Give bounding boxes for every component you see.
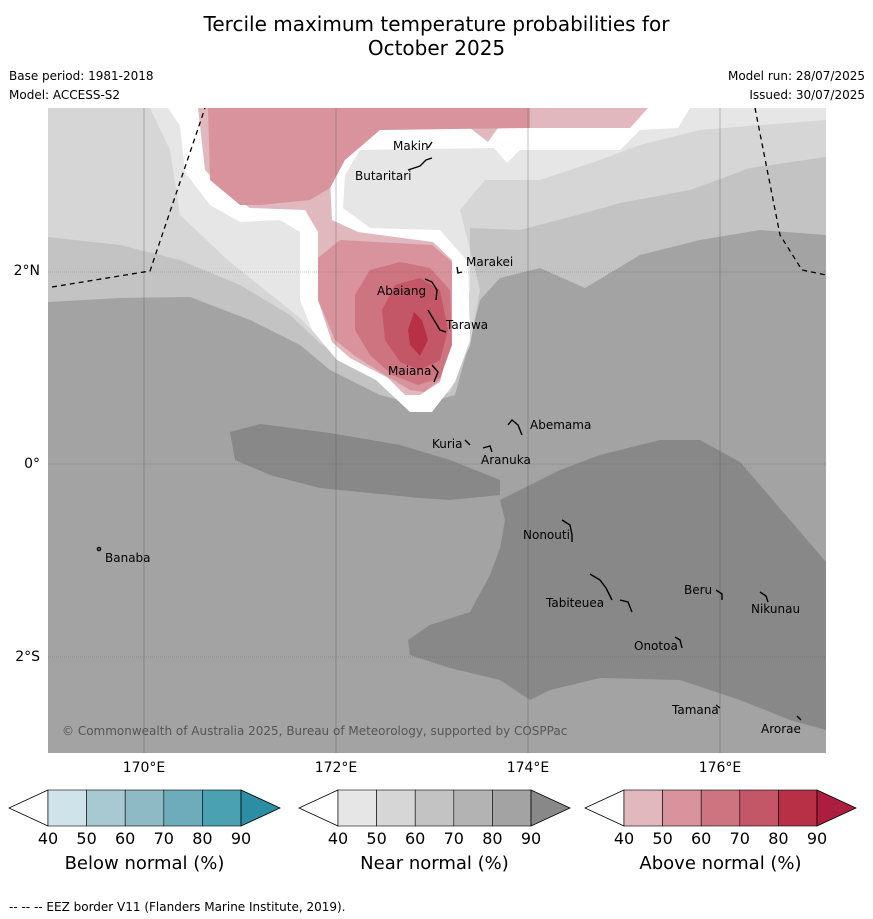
- lon-label-170e: 170°E: [122, 760, 166, 776]
- meta-left: Base period: 1981-2018 Model: ACCESS-S2: [9, 67, 154, 105]
- above-normal-colorbar-high-extend: [816, 789, 857, 827]
- above-normal-colorbar-tick: 40: [613, 829, 635, 848]
- lon-label-172e: 172°E: [314, 760, 358, 776]
- below-normal-colorbar-segment: [86, 789, 126, 827]
- island-label-nonouti: Nonouti: [523, 528, 570, 542]
- copyright-notice: © Commonwealth of Australia 2025, Bureau…: [62, 724, 568, 738]
- issued-date: Issued: 30/07/2025: [749, 88, 865, 102]
- near-normal-80-band-east: [408, 440, 826, 730]
- island-label-kuria: Kuria: [432, 437, 463, 451]
- map-area: [48, 108, 826, 753]
- eez-legend-footer: -- -- -- EEZ border V11 (Flanders Marine…: [9, 900, 346, 914]
- island-label-makin: Makin: [393, 139, 429, 153]
- below-normal-colorbar-segment: [163, 789, 203, 827]
- island-label-aranuka: Aranuka: [481, 453, 531, 467]
- above-normal-colorbar-tick: 90: [806, 829, 828, 848]
- eez-border: [51, 108, 826, 288]
- near-normal-colorbar-tick: 90: [520, 829, 542, 848]
- near-normal-colorbar-segment: [492, 789, 532, 827]
- below-normal-colorbar-segment: [47, 789, 87, 827]
- island-label-beru: Beru: [684, 583, 713, 597]
- below-normal-colorbar-segment: [202, 789, 242, 827]
- island-label-maiana: Maiana: [388, 364, 432, 378]
- above-normal-colorbar-tick: 60: [691, 829, 712, 848]
- near-normal-colorbar-tick: 60: [405, 829, 426, 848]
- above-normal-colorbar-tick: 70: [729, 829, 750, 848]
- grid-lines: [48, 108, 826, 753]
- near-normal-colorbar-segment: [453, 789, 493, 827]
- island-label-banaba: Banaba: [105, 551, 151, 565]
- near-normal-colorbar-tick: 80: [482, 829, 503, 848]
- island-label-tamana: Tamana: [672, 703, 719, 717]
- near-normal-colorbar-segment: [376, 789, 416, 827]
- island-label-tabiteuea: Tabiteuea: [546, 596, 605, 610]
- near-normal-colorbar-tick: 70: [443, 829, 464, 848]
- below-normal-colorbar-low-extend: [8, 789, 49, 827]
- above-normal-colorbar-low-extend: [584, 789, 625, 827]
- below-normal-colorbar-tick: 40: [37, 829, 59, 848]
- lat-label-0: 0°: [24, 456, 40, 472]
- title-line-1: Tercile maximum temperature probabilitie…: [203, 12, 670, 36]
- lon-label-176e: 176°E: [698, 760, 742, 776]
- model-name: Model: ACCESS-S2: [9, 88, 121, 102]
- near-normal-colorbar-title: Near normal (%): [360, 853, 509, 874]
- base-period: Base period: 1981-2018: [9, 69, 154, 83]
- colorbars: [8, 789, 857, 827]
- island-label-marakei: Marakei: [466, 255, 514, 269]
- lon-label-174e: 174°E: [506, 760, 550, 776]
- island-label-abaiang: Abaiang: [377, 284, 427, 298]
- below-normal-colorbar-tick: 80: [192, 829, 213, 848]
- below-normal-colorbar-segment: [124, 789, 165, 827]
- above-normal-colorbar-segment: [662, 789, 702, 827]
- near-normal-80-band-west: [230, 424, 500, 500]
- model-run: Model run: 28/07/2025: [727, 69, 865, 83]
- island-label-onotoa: Onotoa: [634, 639, 678, 653]
- above-normal-colorbar-segment: [739, 789, 779, 827]
- below-normal-colorbar-tick: 90: [230, 829, 252, 848]
- lat-label-2n: 2°N: [13, 263, 40, 279]
- near-normal-colorbar-segment: [337, 789, 377, 827]
- lat-label-2s: 2°S: [15, 649, 40, 665]
- below-normal-colorbar-tick: 50: [76, 829, 97, 848]
- near-normal-colorbar-tick: 40: [327, 829, 349, 848]
- near-normal-colorbar-high-extend: [530, 789, 571, 827]
- above-normal-colorbar-tick: 80: [768, 829, 789, 848]
- above-normal-colorbar-segment: [778, 789, 818, 827]
- below-normal-colorbar-tick: 70: [153, 829, 174, 848]
- above-normal-50-band-north: [208, 108, 530, 205]
- above-normal-colorbar-segment: [700, 789, 741, 827]
- island-shapes: [96, 141, 802, 721]
- near-normal-colorbar-segment: [414, 789, 455, 827]
- below-normal-colorbar-high-extend: [240, 789, 281, 827]
- above-normal-colorbar-title: Above normal (%): [639, 853, 802, 874]
- island-label-abemama: Abemama: [530, 418, 592, 432]
- island-label-tarawa: Tarawa: [446, 318, 489, 332]
- above-normal-80-band: [408, 312, 428, 356]
- island-label-arorae: Arorae: [761, 722, 801, 736]
- near-normal-colorbar-tick: 50: [366, 829, 387, 848]
- map-title: Tercile maximum temperature probabilitie…: [0, 12, 873, 60]
- near-normal-colorbar-low-extend: [298, 789, 339, 827]
- below-normal-colorbar-tick: 60: [115, 829, 136, 848]
- meta-right: Model run: 28/07/2025 Issued: 30/07/2025: [728, 67, 865, 105]
- above-normal-colorbar-tick: 50: [652, 829, 673, 848]
- island-label-nikunau: Nikunau: [751, 602, 801, 616]
- island-label-butaritari: Butaritari: [355, 169, 412, 183]
- above-normal-colorbar-segment: [623, 789, 663, 827]
- title-line-2: October 2025: [367, 36, 506, 60]
- below-normal-colorbar-title: Below normal (%): [64, 853, 225, 874]
